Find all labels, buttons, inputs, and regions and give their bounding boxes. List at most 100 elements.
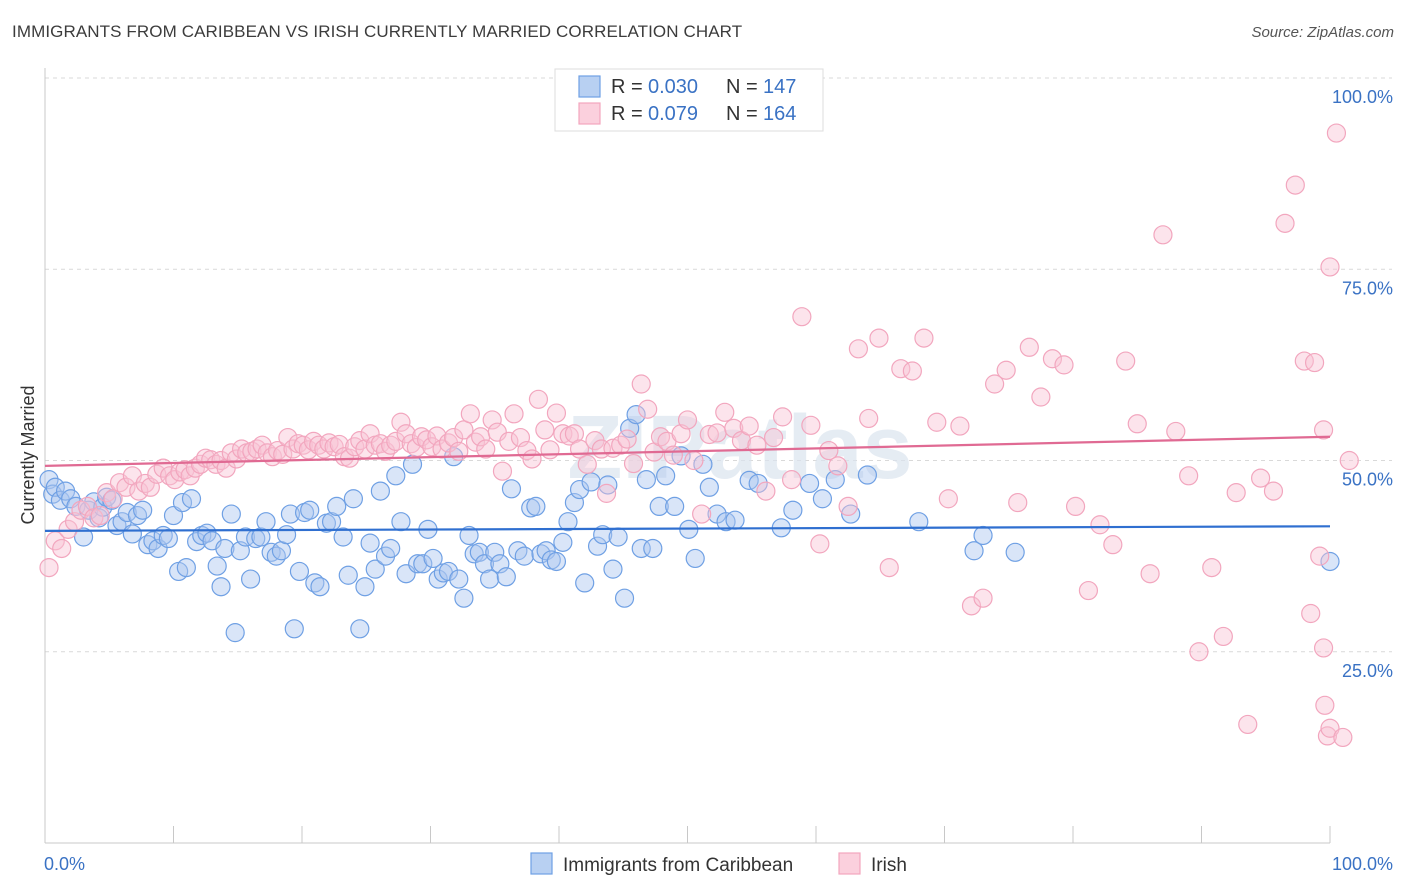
axes: [44, 68, 1331, 844]
point-irish: [1179, 466, 1199, 486]
point-irish: [528, 389, 549, 409]
point-caribbean: [725, 510, 745, 530]
x-tick-label-end: 100.0%: [1332, 854, 1393, 874]
point-caribbean: [305, 573, 325, 593]
point-irish: [756, 481, 776, 501]
point-irish: [116, 477, 136, 497]
point-irish: [739, 416, 759, 436]
point-irish: [1294, 351, 1314, 371]
point-irish: [1263, 481, 1284, 501]
point-irish: [869, 328, 889, 348]
point-irish: [504, 404, 524, 424]
point-irish: [577, 454, 597, 474]
point-irish: [663, 445, 683, 465]
point-caribbean: [799, 473, 820, 494]
point-irish: [1065, 496, 1086, 516]
point-irish: [360, 424, 380, 444]
point-irish: [1031, 387, 1051, 407]
point-irish: [175, 460, 195, 480]
point-irish: [792, 307, 812, 327]
point-caribbean: [386, 466, 406, 486]
point-caribbean: [631, 538, 651, 559]
point-irish: [617, 429, 637, 449]
trend-line-irish: [44, 435, 1331, 467]
point-caribbean: [360, 533, 380, 553]
point-irish: [90, 505, 110, 526]
point-irish: [684, 450, 704, 471]
source-label: Source: ZipAtlas.com: [1251, 24, 1394, 41]
point-irish: [1315, 695, 1335, 715]
point-caribbean: [531, 544, 551, 564]
point-irish: [465, 432, 486, 452]
point-caribbean: [575, 573, 595, 593]
point-irish: [391, 412, 411, 432]
legend-swatch-irish: [578, 102, 601, 125]
point-caribbean: [841, 504, 861, 524]
point-caribbean: [480, 569, 500, 589]
x-tick-label-start: 0.0%: [44, 854, 85, 874]
point-caribbean: [413, 554, 433, 574]
point-caribbean: [636, 470, 656, 490]
point-caribbean: [581, 472, 601, 492]
point-caribbean: [449, 569, 469, 589]
point-irish: [1140, 564, 1160, 584]
point-irish: [411, 427, 432, 447]
point-irish: [596, 483, 617, 503]
point-irish: [781, 470, 802, 490]
point-irish: [638, 399, 658, 419]
point-irish: [938, 489, 958, 509]
point-caribbean: [122, 524, 142, 544]
point-caribbean: [235, 527, 256, 547]
point-irish: [1304, 352, 1325, 373]
point-caribbean: [649, 496, 669, 516]
top-legend: R = 0.030 N = 147 R = 0.079 N = 164: [554, 68, 824, 132]
point-caribbean: [501, 479, 522, 499]
bottom-legend-swatch-irish: [838, 852, 861, 875]
point-irish: [283, 439, 303, 459]
point-caribbean: [569, 479, 590, 500]
point-irish: [1339, 450, 1359, 471]
y-axis-title: Currently Married: [18, 385, 38, 524]
point-irish: [1153, 225, 1173, 245]
point-irish: [1313, 638, 1334, 658]
point-irish: [1090, 515, 1110, 535]
point-irish: [1008, 492, 1028, 513]
point-irish: [52, 538, 72, 559]
point-caribbean: [391, 512, 411, 532]
point-caribbean: [699, 477, 719, 497]
point-irish: [961, 596, 982, 616]
point-caribbean: [857, 465, 878, 485]
point-irish: [1317, 726, 1338, 746]
point-irish: [692, 504, 712, 524]
point-caribbean: [626, 405, 646, 425]
point-irish: [879, 557, 899, 578]
point-irish: [319, 433, 339, 453]
point-caribbean: [1005, 542, 1025, 562]
y-tick-label: 100.0%: [1332, 87, 1393, 107]
point-caribbean: [558, 512, 578, 532]
point-caribbean: [73, 527, 94, 547]
point-caribbean: [973, 525, 993, 546]
point-caribbean: [614, 588, 635, 608]
point-caribbean: [508, 541, 528, 561]
point-irish: [950, 416, 970, 436]
point-caribbean: [225, 623, 245, 643]
point-caribbean: [66, 496, 86, 516]
bottom-legend-label-irish: Irish: [871, 855, 907, 876]
point-irish: [1042, 349, 1063, 369]
point-irish: [1103, 535, 1123, 555]
point-irish: [499, 431, 519, 451]
point-irish: [58, 519, 78, 539]
point-irish: [1116, 351, 1136, 371]
point-caribbean: [39, 470, 59, 490]
point-irish: [819, 440, 839, 461]
point-irish: [1202, 557, 1222, 578]
point-caribbean: [280, 504, 301, 524]
point-irish: [564, 424, 585, 444]
point-caribbean: [469, 542, 489, 562]
point-irish: [828, 456, 848, 476]
point-caribbean: [812, 489, 833, 509]
point-irish: [891, 359, 911, 379]
point-caribbean: [284, 619, 304, 639]
